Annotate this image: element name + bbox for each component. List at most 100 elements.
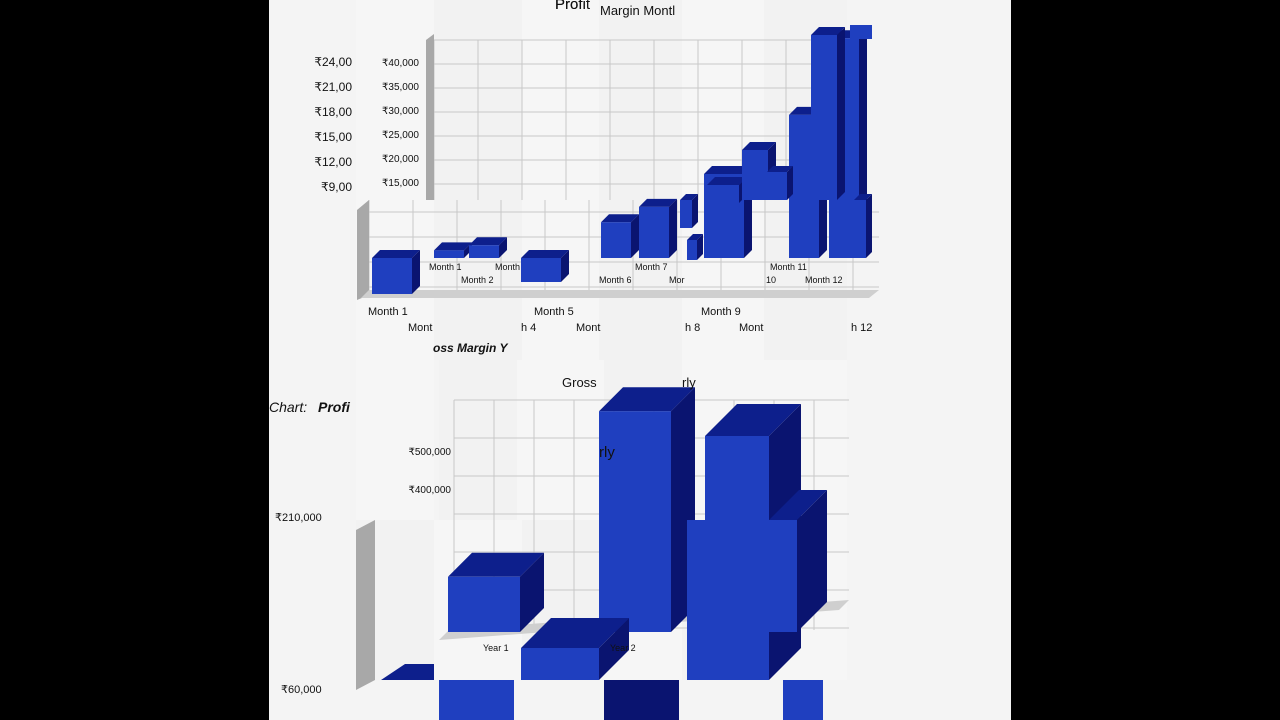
margin-y-axis: ₹40,000 ₹35,000 ₹30,000 ₹25,000 ₹20,000 ₹15,0… bbox=[382, 58, 419, 189]
panel-tile bbox=[522, 0, 599, 200]
gross-bar-fragment-side bbox=[797, 490, 827, 632]
chart-label-prefix: Chart: bbox=[269, 399, 307, 415]
scrambled-chart-canvas: Profit Margin Montl ₹24,00 ₹21,00 ₹18,00 ₹1… bbox=[269, 0, 879, 720]
gross-margin-yearly-subtitle: oss Margin Y bbox=[433, 341, 508, 355]
month-label: Mont bbox=[576, 322, 600, 334]
margin-bar-fragment-top bbox=[687, 234, 703, 240]
profit-bar-1 bbox=[372, 258, 412, 294]
gross-bar-fragment bbox=[687, 520, 769, 680]
chart-wall bbox=[426, 34, 434, 200]
month-label: h 4 bbox=[521, 322, 536, 334]
gross-bar-fragment bbox=[769, 520, 797, 632]
chart-wall bbox=[356, 520, 375, 690]
profit-y-tick: ₹9,00 bbox=[321, 180, 352, 194]
month-label: Month 7 bbox=[635, 262, 668, 272]
gross-bar-year-1-side bbox=[520, 552, 544, 632]
margin-bar-2-side bbox=[499, 237, 507, 258]
panel-tile bbox=[517, 360, 604, 520]
margin-bar-fragment-top bbox=[811, 27, 845, 35]
margin-y-tick: ₹35,000 bbox=[382, 82, 419, 93]
margin-bar-fragment-side bbox=[837, 27, 845, 200]
gross-bar-fragment bbox=[604, 680, 679, 720]
month-label: Month 11 bbox=[770, 262, 807, 272]
month-label: Month 12 bbox=[805, 275, 843, 285]
chart-wall bbox=[357, 200, 369, 300]
margin-y-tick: ₹25,000 bbox=[382, 130, 419, 141]
month-label: h 12 bbox=[851, 322, 872, 334]
margin-monthly-chart-title: Margin Montl bbox=[600, 3, 675, 18]
year-1-label: Year 1 bbox=[483, 643, 509, 653]
panel-tile bbox=[434, 200, 522, 360]
profit-chart-title: Profit bbox=[555, 0, 591, 13]
margin-bar-3-side bbox=[631, 214, 639, 258]
margin-bar-fragment bbox=[850, 25, 872, 39]
gross-chart-title-suffix: rly bbox=[682, 375, 696, 390]
panel-tile bbox=[439, 360, 517, 520]
yearly-y-tick: ₹500,000 bbox=[408, 447, 451, 458]
margin-bar-fragment bbox=[742, 150, 768, 200]
profit-bar-2 bbox=[521, 258, 561, 282]
month-label: 10 bbox=[766, 275, 776, 285]
month-label: Month 6 bbox=[599, 275, 632, 285]
month-label: h 8 bbox=[685, 322, 700, 334]
margin-bar-fragment bbox=[854, 200, 866, 258]
margin-bar-fragment-side bbox=[697, 234, 703, 260]
margin-bar-2-top bbox=[469, 237, 507, 246]
left-axis-tick-210000: ₹210,000 bbox=[275, 512, 322, 524]
month-label: Month 1 bbox=[368, 306, 408, 318]
margin-bar-3 bbox=[601, 222, 631, 258]
month-label: Mont bbox=[739, 322, 763, 334]
gross-bar-fragment bbox=[783, 680, 823, 720]
yearly-chart-title-fragment: rly bbox=[599, 444, 615, 461]
chart-label-name: Profi bbox=[318, 399, 351, 415]
profit-bar-3-top bbox=[704, 166, 752, 174]
gross-bar-year-2-top bbox=[599, 387, 695, 412]
margin-y-tick: ₹15,000 bbox=[382, 178, 419, 189]
profit-bar-2-side bbox=[561, 250, 569, 282]
yearly-y-axis: ₹500,000 ₹400,000 bbox=[408, 447, 451, 496]
gross-chart-title: Gross bbox=[562, 375, 597, 390]
month-label: Mont bbox=[408, 322, 432, 334]
profit-bar-2-top bbox=[521, 250, 569, 258]
profit-y-tick: ₹12,00 bbox=[314, 155, 352, 169]
month-label: Month bbox=[495, 262, 520, 272]
margin-bar-fragment bbox=[811, 35, 837, 200]
margin-bar-2 bbox=[469, 245, 499, 258]
profit-y-tick: ₹21,00 bbox=[314, 80, 352, 94]
gross-bar-fragment bbox=[439, 680, 514, 720]
panel-tile bbox=[356, 360, 434, 520]
margin-bar-1 bbox=[434, 250, 464, 258]
margin-bar-fragment-top bbox=[707, 177, 747, 185]
profit-bar-1-side bbox=[412, 250, 420, 294]
profit-chart-title-fragment: Profi bbox=[555, 0, 586, 13]
margin-bar-fragment bbox=[767, 172, 787, 200]
profit-y-tick: ₹18,00 bbox=[314, 105, 352, 119]
left-axis-tick-60000: ₹60,000 bbox=[281, 684, 322, 696]
video-frame: Profit Margin Montl ₹24,00 ₹21,00 ₹18,00 ₹1… bbox=[269, 0, 1011, 720]
month-label: Month 1 bbox=[429, 262, 462, 272]
margin-bar-fragment bbox=[680, 200, 692, 228]
month-label: Month 2 bbox=[461, 275, 494, 285]
gross-bar-year-1 bbox=[448, 576, 520, 632]
gross-bar-fragment bbox=[381, 664, 434, 680]
gross-bar-fragment bbox=[521, 648, 599, 680]
profit-bar-1-top bbox=[372, 250, 420, 258]
month-label: Month 9 bbox=[701, 306, 741, 318]
margin-bar-fragment-top bbox=[767, 166, 793, 172]
panel-tile bbox=[599, 0, 682, 200]
margin-bar-fragment bbox=[687, 240, 697, 260]
chart-floor bbox=[361, 290, 879, 298]
profit-y-axis: ₹24,00 ₹21,00 ₹18,00 ₹15,00 ₹12,00 ₹9,00 bbox=[314, 55, 352, 194]
margin-bar-4-top bbox=[639, 198, 677, 207]
gross-bar-year-1-top bbox=[448, 552, 544, 577]
gross-bar-fragment-side bbox=[599, 618, 629, 680]
margin-bar-fragment-side bbox=[692, 194, 698, 228]
margin-bar-fragment-top bbox=[742, 142, 776, 150]
margin-bar-fragment-side bbox=[866, 194, 872, 258]
yearly-y-tick: ₹400,000 bbox=[408, 485, 451, 496]
gross-bar-year-2 bbox=[599, 411, 671, 632]
margin-bar-4-side bbox=[669, 198, 677, 258]
margin-y-tick: ₹40,000 bbox=[382, 58, 419, 69]
panel-tile bbox=[356, 0, 434, 200]
